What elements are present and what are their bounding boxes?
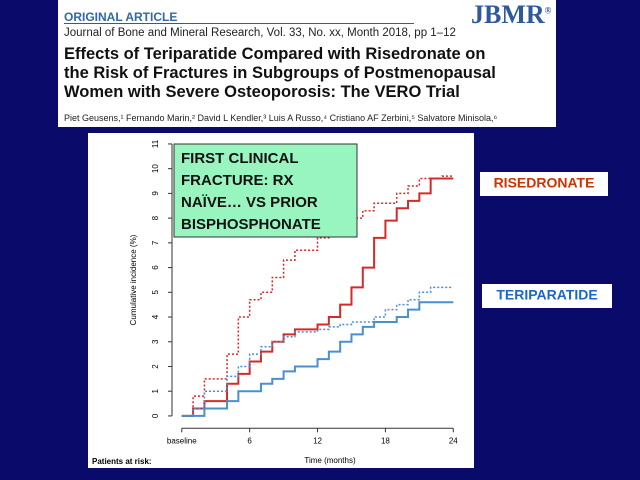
title-line: Effects of Teriparatide Compared with Ri… xyxy=(64,45,486,63)
annotation-line: NAÏVE… VS PRIOR xyxy=(181,194,318,211)
x-tick-label: baseline xyxy=(167,436,197,445)
y-tick-label: 3 xyxy=(151,339,160,344)
y-tick-label: 5 xyxy=(151,290,160,295)
annotation-line: FRACTURE: RX xyxy=(181,172,294,189)
annotation-line: BISPHOSPHONATE xyxy=(181,216,321,233)
y-tick-label: 8 xyxy=(151,215,160,220)
step-line xyxy=(181,301,454,417)
annotation-box xyxy=(173,143,358,238)
x-axis-label: Time (months) xyxy=(304,456,356,465)
x-tick-label: 6 xyxy=(247,436,252,445)
series-label-box xyxy=(482,284,612,308)
y-axis-label: Cumulative incidence (%) xyxy=(129,234,138,325)
y-tick-label: 2 xyxy=(151,364,160,369)
article-title: Effects of Teriparatide Compared with Ri… xyxy=(64,45,496,102)
logo-text: JBMR xyxy=(471,0,545,29)
series-label-box xyxy=(480,172,608,196)
x-tick-label: 18 xyxy=(381,436,390,445)
step-line xyxy=(181,177,454,417)
x-tick-label: 24 xyxy=(449,436,458,445)
step-line xyxy=(181,175,454,417)
rule xyxy=(64,23,414,24)
title-line: Women with Severe Osteoporosis: The VERO… xyxy=(64,83,460,101)
annotation-line: FIRST CLINICAL xyxy=(181,150,299,167)
y-tick-label: 1 xyxy=(151,388,160,393)
y-tick-label: 7 xyxy=(151,240,160,245)
authors: Piet Geusens,¹ Fernando Marin,² David L … xyxy=(64,113,498,123)
journal-line: Journal of Bone and Mineral Research, Vo… xyxy=(64,27,456,39)
y-tick-label: 10 xyxy=(151,164,160,173)
article-header: ORIGINAL ARTICLE JBMR® Journal of Bone a… xyxy=(58,0,556,127)
logo-mark: ® xyxy=(544,5,552,16)
series-label: RISEDRONATE xyxy=(494,175,595,191)
y-tick-label: 6 xyxy=(151,265,160,270)
x-tick-label: 12 xyxy=(313,436,322,445)
y-tick-label: 11 xyxy=(151,139,160,148)
y-tick-label: 9 xyxy=(151,191,160,196)
y-tick-label: 4 xyxy=(151,314,160,319)
y-tick-label: 0 xyxy=(151,413,160,418)
risk-label: Patients at risk: xyxy=(92,457,152,466)
journal-logo: JBMR® xyxy=(471,0,551,30)
section-label: ORIGINAL ARTICLE xyxy=(64,10,178,24)
series-label: TERIPARATIDE xyxy=(496,287,597,303)
title-line: the Risk of Fractures in Subgroups of Po… xyxy=(64,64,496,82)
